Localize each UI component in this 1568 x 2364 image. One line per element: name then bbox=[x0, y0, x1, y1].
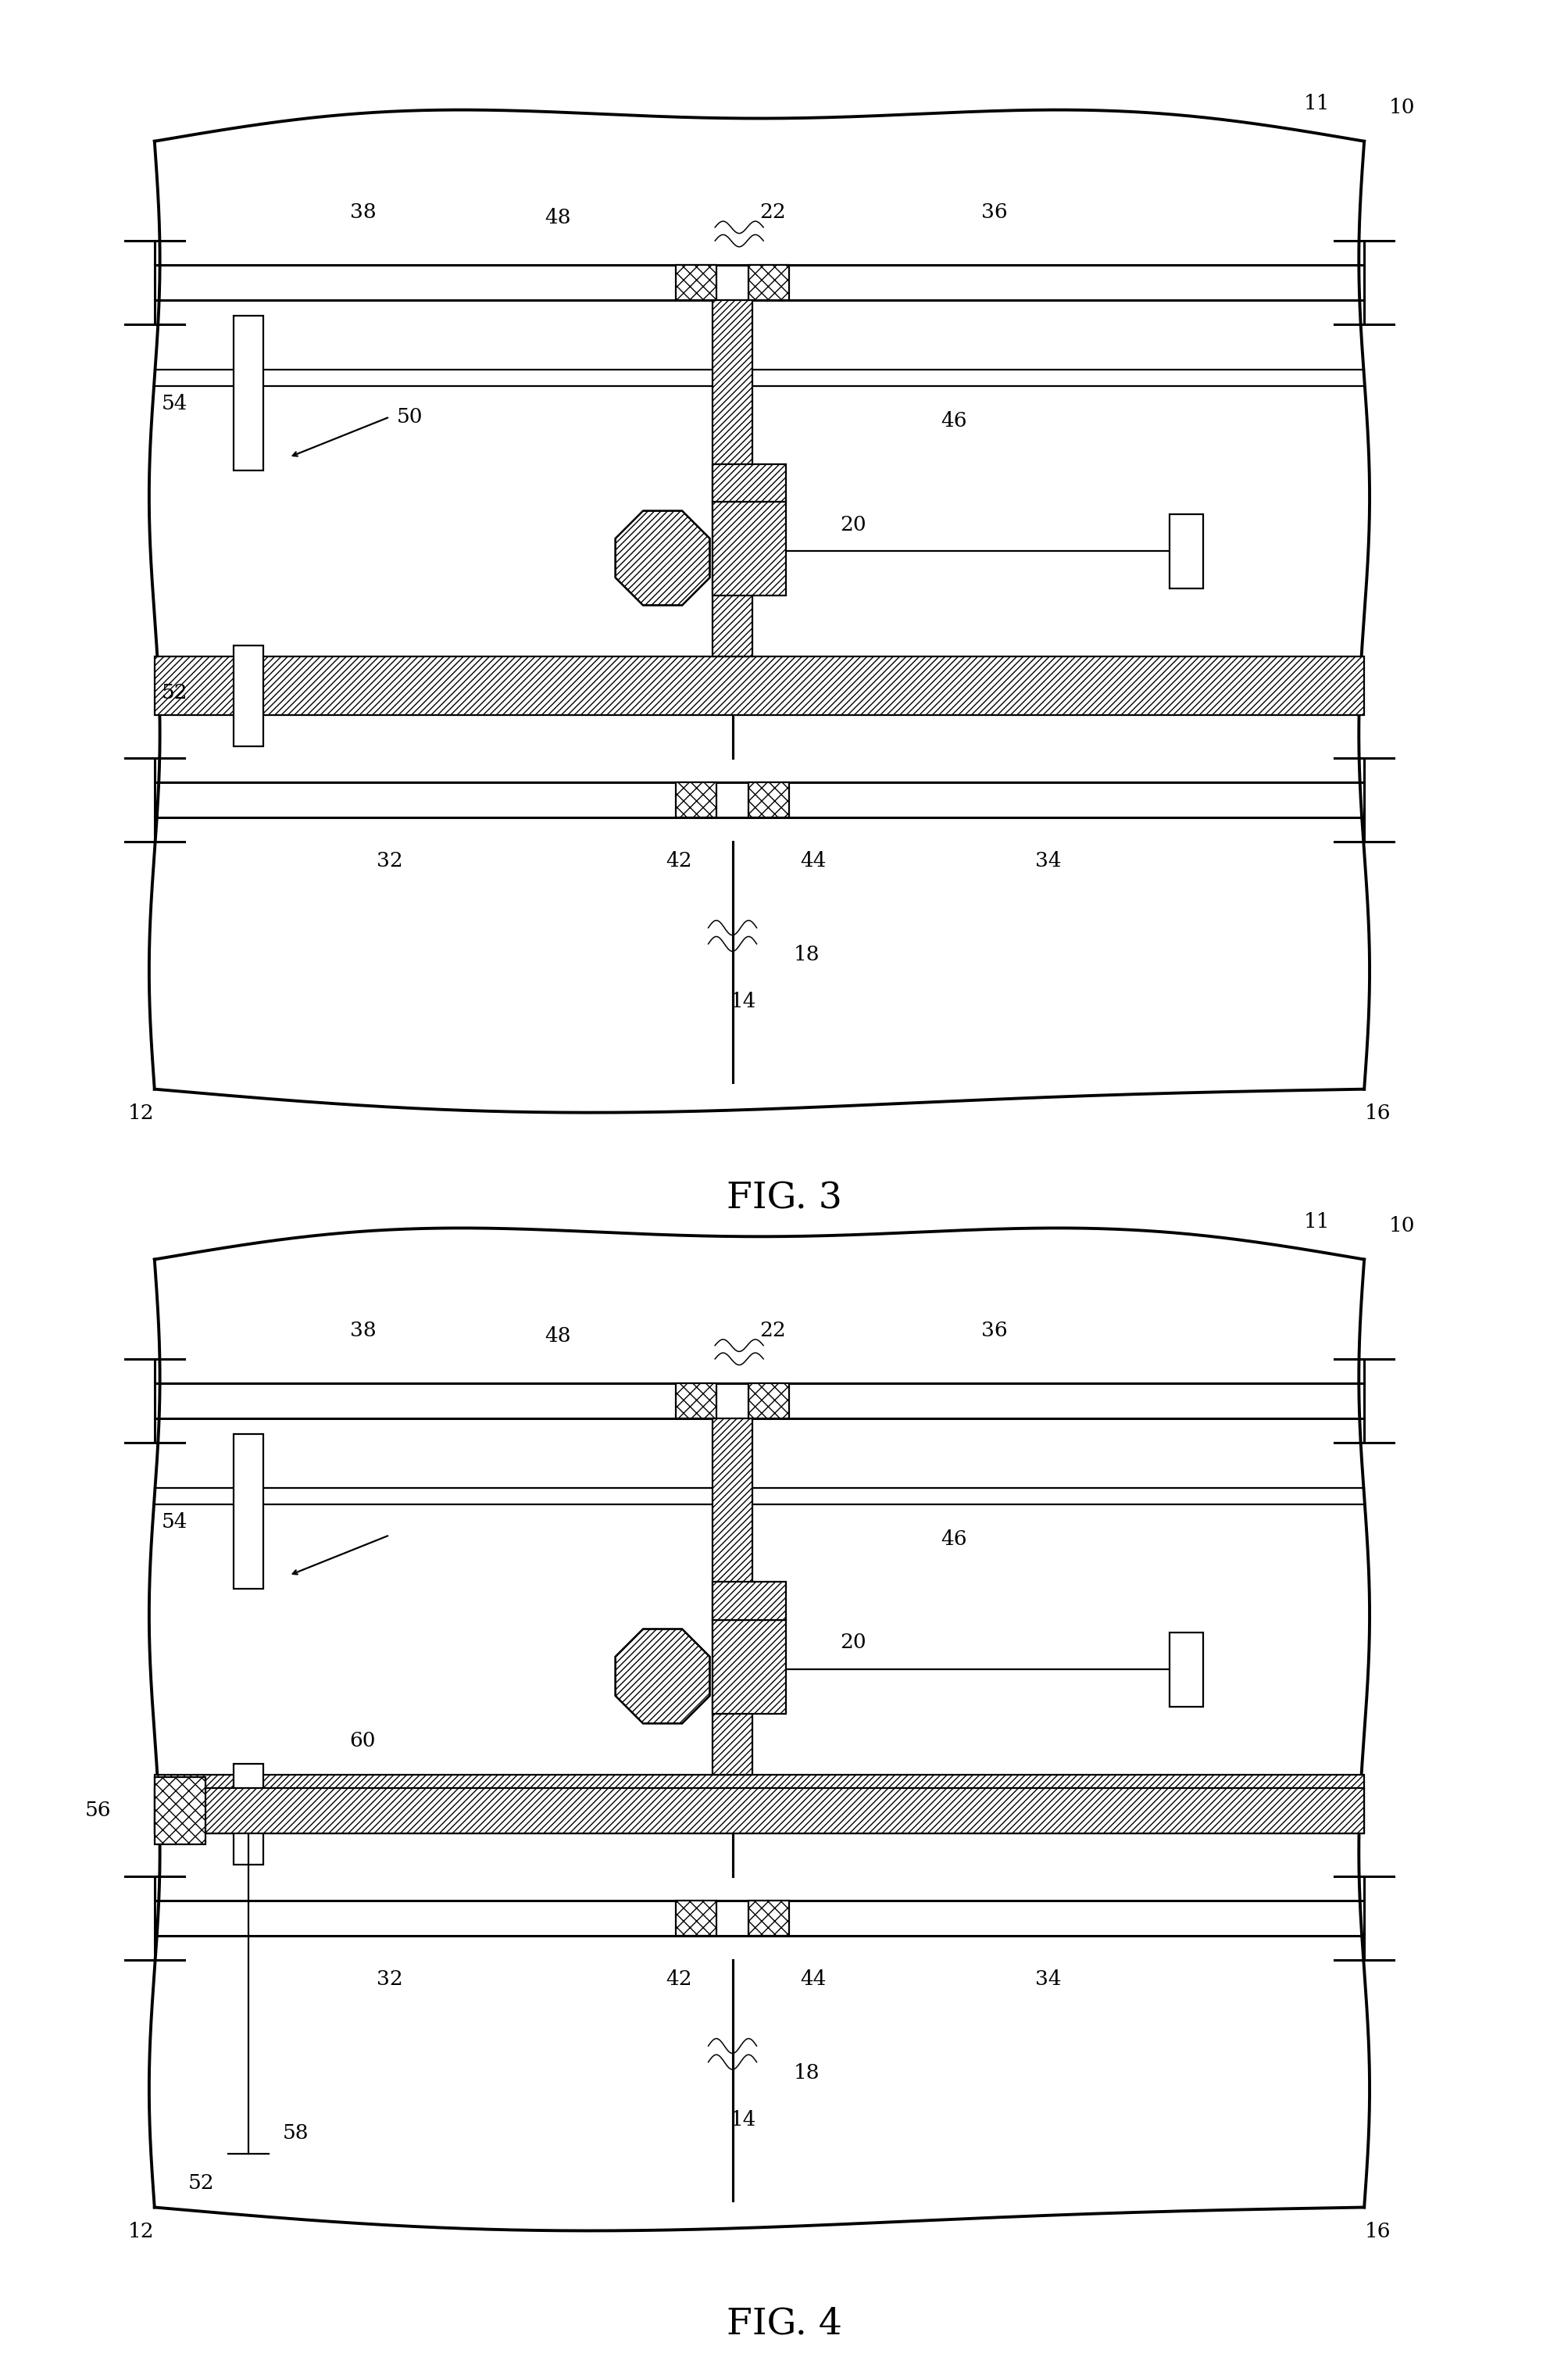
Text: 18: 18 bbox=[793, 2064, 820, 2083]
FancyBboxPatch shape bbox=[234, 1764, 263, 1865]
Text: 46: 46 bbox=[941, 1530, 967, 1548]
FancyBboxPatch shape bbox=[712, 1418, 753, 1775]
Text: 44: 44 bbox=[800, 851, 826, 870]
FancyBboxPatch shape bbox=[676, 1901, 717, 1936]
Text: 36: 36 bbox=[982, 203, 1008, 222]
Text: 52: 52 bbox=[188, 2173, 215, 2194]
Text: 16: 16 bbox=[1364, 2222, 1391, 2241]
Text: 22: 22 bbox=[759, 1321, 786, 1340]
Text: 10: 10 bbox=[1389, 1215, 1414, 1236]
FancyBboxPatch shape bbox=[676, 1383, 717, 1418]
Text: 48: 48 bbox=[544, 1326, 571, 1345]
Text: 54: 54 bbox=[162, 395, 188, 414]
Text: 14: 14 bbox=[731, 993, 756, 1012]
Text: 54: 54 bbox=[162, 1513, 188, 1532]
Text: 32: 32 bbox=[376, 851, 403, 870]
Text: 20: 20 bbox=[840, 515, 867, 534]
Text: 58: 58 bbox=[282, 2123, 309, 2144]
Text: 12: 12 bbox=[129, 1104, 154, 1123]
FancyBboxPatch shape bbox=[748, 1383, 789, 1418]
FancyBboxPatch shape bbox=[1170, 515, 1203, 589]
Text: 10: 10 bbox=[1389, 97, 1414, 118]
FancyBboxPatch shape bbox=[748, 782, 789, 818]
Text: 52: 52 bbox=[162, 683, 188, 702]
FancyBboxPatch shape bbox=[155, 1775, 1364, 1834]
Text: FIG. 3: FIG. 3 bbox=[726, 1182, 842, 1215]
FancyBboxPatch shape bbox=[712, 501, 786, 596]
Text: 22: 22 bbox=[759, 203, 786, 222]
FancyBboxPatch shape bbox=[712, 463, 786, 501]
FancyBboxPatch shape bbox=[676, 782, 717, 818]
Text: 38: 38 bbox=[350, 203, 376, 222]
Text: 42: 42 bbox=[665, 1969, 691, 1988]
Text: 18: 18 bbox=[793, 946, 820, 965]
FancyBboxPatch shape bbox=[748, 1901, 789, 1936]
Text: FIG. 4: FIG. 4 bbox=[726, 2307, 842, 2340]
Text: 56: 56 bbox=[85, 1801, 111, 1820]
Text: 14: 14 bbox=[731, 2111, 756, 2130]
Text: 38: 38 bbox=[350, 1321, 376, 1340]
Text: 60: 60 bbox=[350, 1730, 376, 1749]
FancyBboxPatch shape bbox=[712, 300, 753, 657]
Text: 20: 20 bbox=[840, 1634, 867, 1652]
Text: 36: 36 bbox=[982, 1321, 1008, 1340]
Polygon shape bbox=[615, 1629, 710, 1723]
Text: 34: 34 bbox=[1035, 1969, 1062, 1988]
FancyBboxPatch shape bbox=[1170, 1634, 1203, 1707]
Text: 16: 16 bbox=[1364, 1104, 1391, 1123]
FancyBboxPatch shape bbox=[234, 1435, 263, 1589]
Text: 42: 42 bbox=[665, 851, 691, 870]
Text: 11: 11 bbox=[1305, 1213, 1330, 1232]
Text: 32: 32 bbox=[376, 1969, 403, 1988]
Text: 12: 12 bbox=[129, 2222, 154, 2241]
Text: 48: 48 bbox=[544, 208, 571, 227]
Polygon shape bbox=[615, 511, 710, 605]
Text: 46: 46 bbox=[941, 411, 967, 430]
Text: 44: 44 bbox=[800, 1969, 826, 1988]
FancyBboxPatch shape bbox=[712, 1619, 786, 1714]
Text: 11: 11 bbox=[1305, 95, 1330, 113]
FancyBboxPatch shape bbox=[712, 1582, 786, 1619]
FancyBboxPatch shape bbox=[748, 265, 789, 300]
FancyBboxPatch shape bbox=[676, 265, 717, 300]
FancyBboxPatch shape bbox=[155, 1787, 1364, 1834]
FancyBboxPatch shape bbox=[155, 1778, 205, 1844]
FancyBboxPatch shape bbox=[234, 317, 263, 470]
FancyBboxPatch shape bbox=[155, 657, 1364, 716]
Text: 50: 50 bbox=[397, 407, 423, 426]
FancyBboxPatch shape bbox=[234, 645, 263, 747]
Text: 34: 34 bbox=[1035, 851, 1062, 870]
